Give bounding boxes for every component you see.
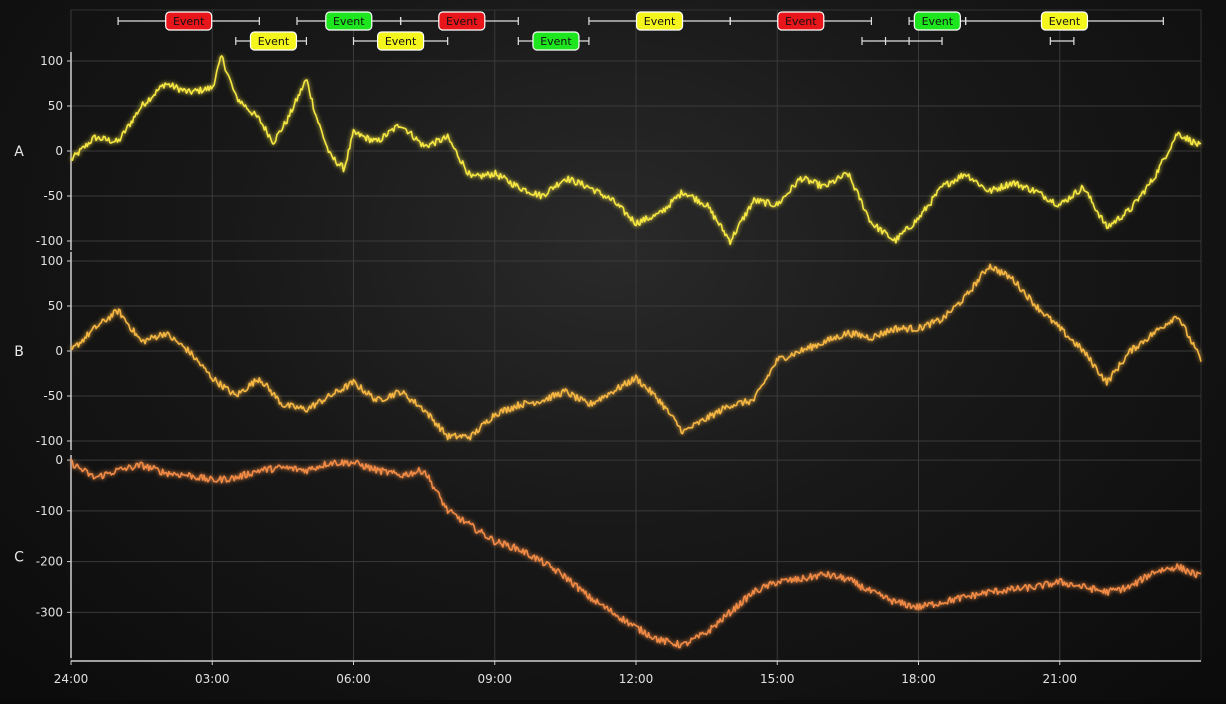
event-label: Event bbox=[333, 15, 365, 28]
y-tick-label: 50 bbox=[48, 99, 63, 113]
row-label-C: C bbox=[14, 550, 24, 566]
y-tick-label: -100 bbox=[36, 434, 63, 448]
y-tick-label: 0 bbox=[55, 144, 63, 158]
y-tick-label: 100 bbox=[40, 254, 63, 268]
y-tick-label: -100 bbox=[36, 504, 63, 518]
event-label: Event bbox=[1049, 15, 1081, 28]
series-line-B bbox=[70, 263, 1202, 441]
event-badge bbox=[325, 11, 373, 31]
event-badge bbox=[913, 11, 961, 31]
event-badge bbox=[438, 11, 486, 31]
x-tick-label: 18:00 bbox=[901, 672, 936, 686]
row-label-A: A bbox=[14, 144, 24, 160]
event-badge bbox=[249, 31, 298, 51]
row-label-B: B bbox=[14, 344, 24, 360]
x-tick-label: 06:00 bbox=[336, 672, 371, 686]
x-tick-label: 03:00 bbox=[195, 672, 230, 686]
x-tick-label: 21:00 bbox=[1042, 672, 1077, 686]
y-tick-label: -100 bbox=[36, 234, 63, 248]
y-tick-label: 0 bbox=[55, 344, 63, 358]
event-label: Event bbox=[922, 15, 954, 28]
event-label: Event bbox=[446, 15, 478, 28]
event-label: Event bbox=[258, 35, 290, 48]
y-tick-label: 100 bbox=[40, 54, 63, 68]
x-tick-label: 09:00 bbox=[477, 672, 512, 686]
event-label: Event bbox=[385, 35, 417, 48]
y-tick-label: -300 bbox=[36, 605, 63, 619]
y-tick-label: -50 bbox=[43, 189, 63, 203]
event-badge bbox=[165, 11, 213, 31]
series-line-C bbox=[70, 459, 1201, 649]
series-line-A bbox=[70, 55, 1202, 246]
event-label: Event bbox=[644, 15, 676, 28]
event-badge bbox=[635, 11, 684, 31]
event-label: Event bbox=[540, 35, 572, 48]
event-badge bbox=[1040, 11, 1089, 31]
event-label: Event bbox=[173, 15, 205, 28]
x-tick-label: 12:00 bbox=[619, 672, 654, 686]
event-badge bbox=[777, 11, 825, 31]
y-tick-label: 0 bbox=[55, 453, 63, 467]
event-label: Event bbox=[785, 15, 817, 28]
x-tick-label: 15:00 bbox=[760, 672, 795, 686]
x-tick-label: 24:00 bbox=[54, 672, 89, 686]
y-tick-label: -200 bbox=[36, 555, 63, 569]
y-tick-label: 50 bbox=[48, 299, 63, 313]
event-badge bbox=[532, 31, 580, 51]
event-badge bbox=[376, 31, 425, 51]
y-tick-label: -50 bbox=[43, 389, 63, 403]
